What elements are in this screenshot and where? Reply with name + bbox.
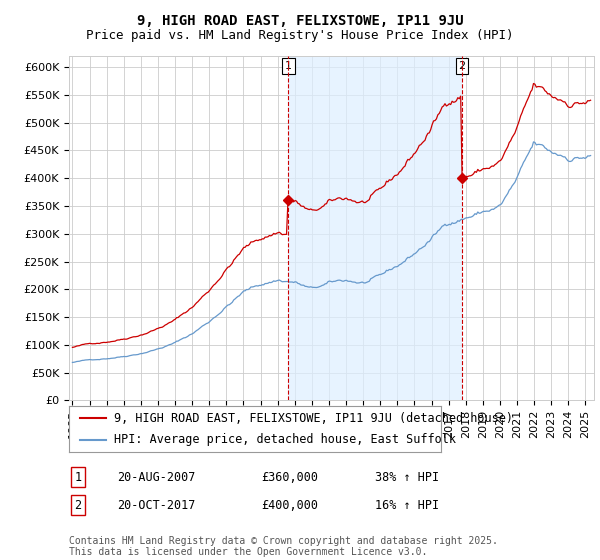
Text: 1: 1 bbox=[285, 61, 292, 71]
Text: 1: 1 bbox=[74, 470, 82, 484]
Text: 38% ↑ HPI: 38% ↑ HPI bbox=[375, 470, 439, 484]
Text: £400,000: £400,000 bbox=[261, 498, 318, 512]
Text: 20-OCT-2017: 20-OCT-2017 bbox=[117, 498, 196, 512]
Text: 20-AUG-2007: 20-AUG-2007 bbox=[117, 470, 196, 484]
Text: HPI: Average price, detached house, East Suffolk: HPI: Average price, detached house, East… bbox=[113, 433, 455, 446]
Text: 16% ↑ HPI: 16% ↑ HPI bbox=[375, 498, 439, 512]
Text: £360,000: £360,000 bbox=[261, 470, 318, 484]
Text: 9, HIGH ROAD EAST, FELIXSTOWE, IP11 9JU: 9, HIGH ROAD EAST, FELIXSTOWE, IP11 9JU bbox=[137, 14, 463, 28]
Text: Contains HM Land Registry data © Crown copyright and database right 2025.
This d: Contains HM Land Registry data © Crown c… bbox=[69, 535, 498, 557]
Text: 2: 2 bbox=[458, 61, 466, 71]
Bar bbox=[289, 56, 462, 400]
Text: Price paid vs. HM Land Registry's House Price Index (HPI): Price paid vs. HM Land Registry's House … bbox=[86, 29, 514, 42]
Text: 2: 2 bbox=[74, 498, 82, 512]
Text: 9, HIGH ROAD EAST, FELIXSTOWE, IP11 9JU (detached house): 9, HIGH ROAD EAST, FELIXSTOWE, IP11 9JU … bbox=[113, 412, 512, 425]
